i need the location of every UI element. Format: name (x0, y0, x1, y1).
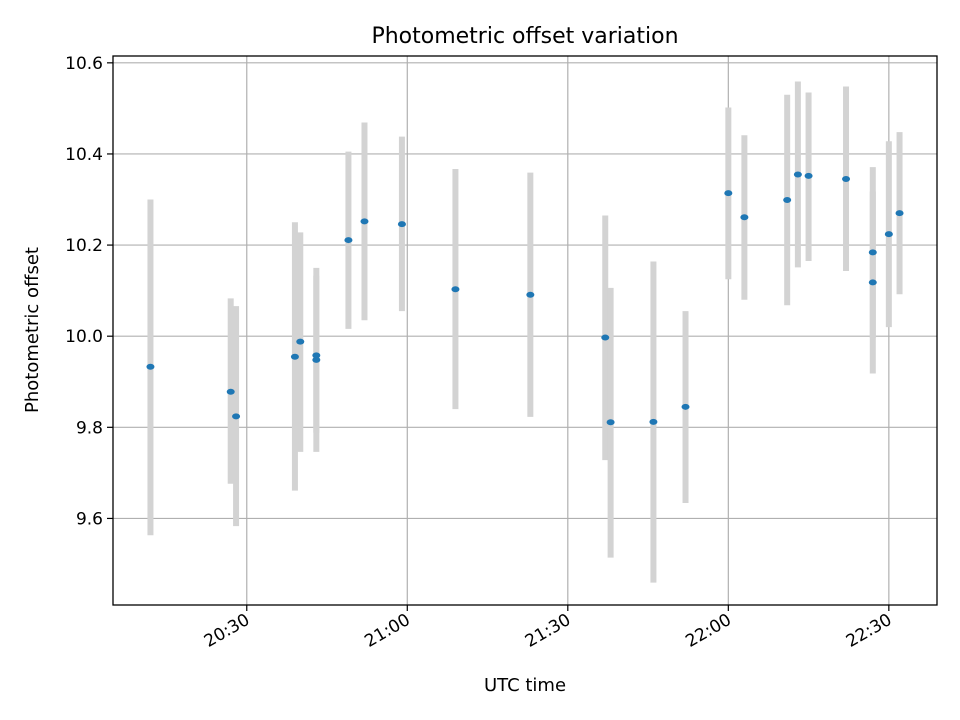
data-point (360, 218, 369, 225)
data-point (649, 418, 658, 425)
data-point (312, 356, 321, 363)
chart-title: Photometric offset variation (371, 24, 678, 49)
data-point (868, 279, 877, 286)
y-tick-label: 10.6 (65, 54, 103, 74)
data-point (868, 249, 877, 256)
y-tick-label: 9.8 (76, 418, 103, 438)
data-point (146, 363, 155, 370)
data-point (783, 196, 792, 203)
data-point (606, 419, 615, 426)
data-point (681, 403, 690, 410)
data-point (804, 172, 813, 179)
data-point (842, 176, 851, 183)
data-point (451, 286, 460, 293)
data-point (601, 334, 610, 341)
y-tick-label: 10.4 (65, 145, 103, 165)
y-tick-label: 9.6 (76, 509, 103, 529)
data-point (895, 210, 904, 217)
data-point (526, 291, 535, 298)
plot-frame (112, 55, 938, 606)
x-axis-label: UTC time (484, 675, 566, 696)
data-points (146, 171, 904, 426)
data-point (793, 171, 802, 178)
data-point (296, 338, 305, 345)
y-tick-label: 10.0 (65, 327, 103, 347)
data-point (740, 214, 749, 221)
data-point (397, 221, 406, 228)
y-axis-label: Photometric offset (22, 247, 43, 413)
data-point (312, 352, 321, 359)
data-point (884, 231, 893, 238)
data-point (232, 413, 241, 420)
data-point (724, 190, 733, 197)
data-point (226, 388, 235, 395)
data-point (344, 237, 353, 244)
y-tick-label: 10.2 (65, 236, 103, 256)
data-point (290, 353, 299, 360)
